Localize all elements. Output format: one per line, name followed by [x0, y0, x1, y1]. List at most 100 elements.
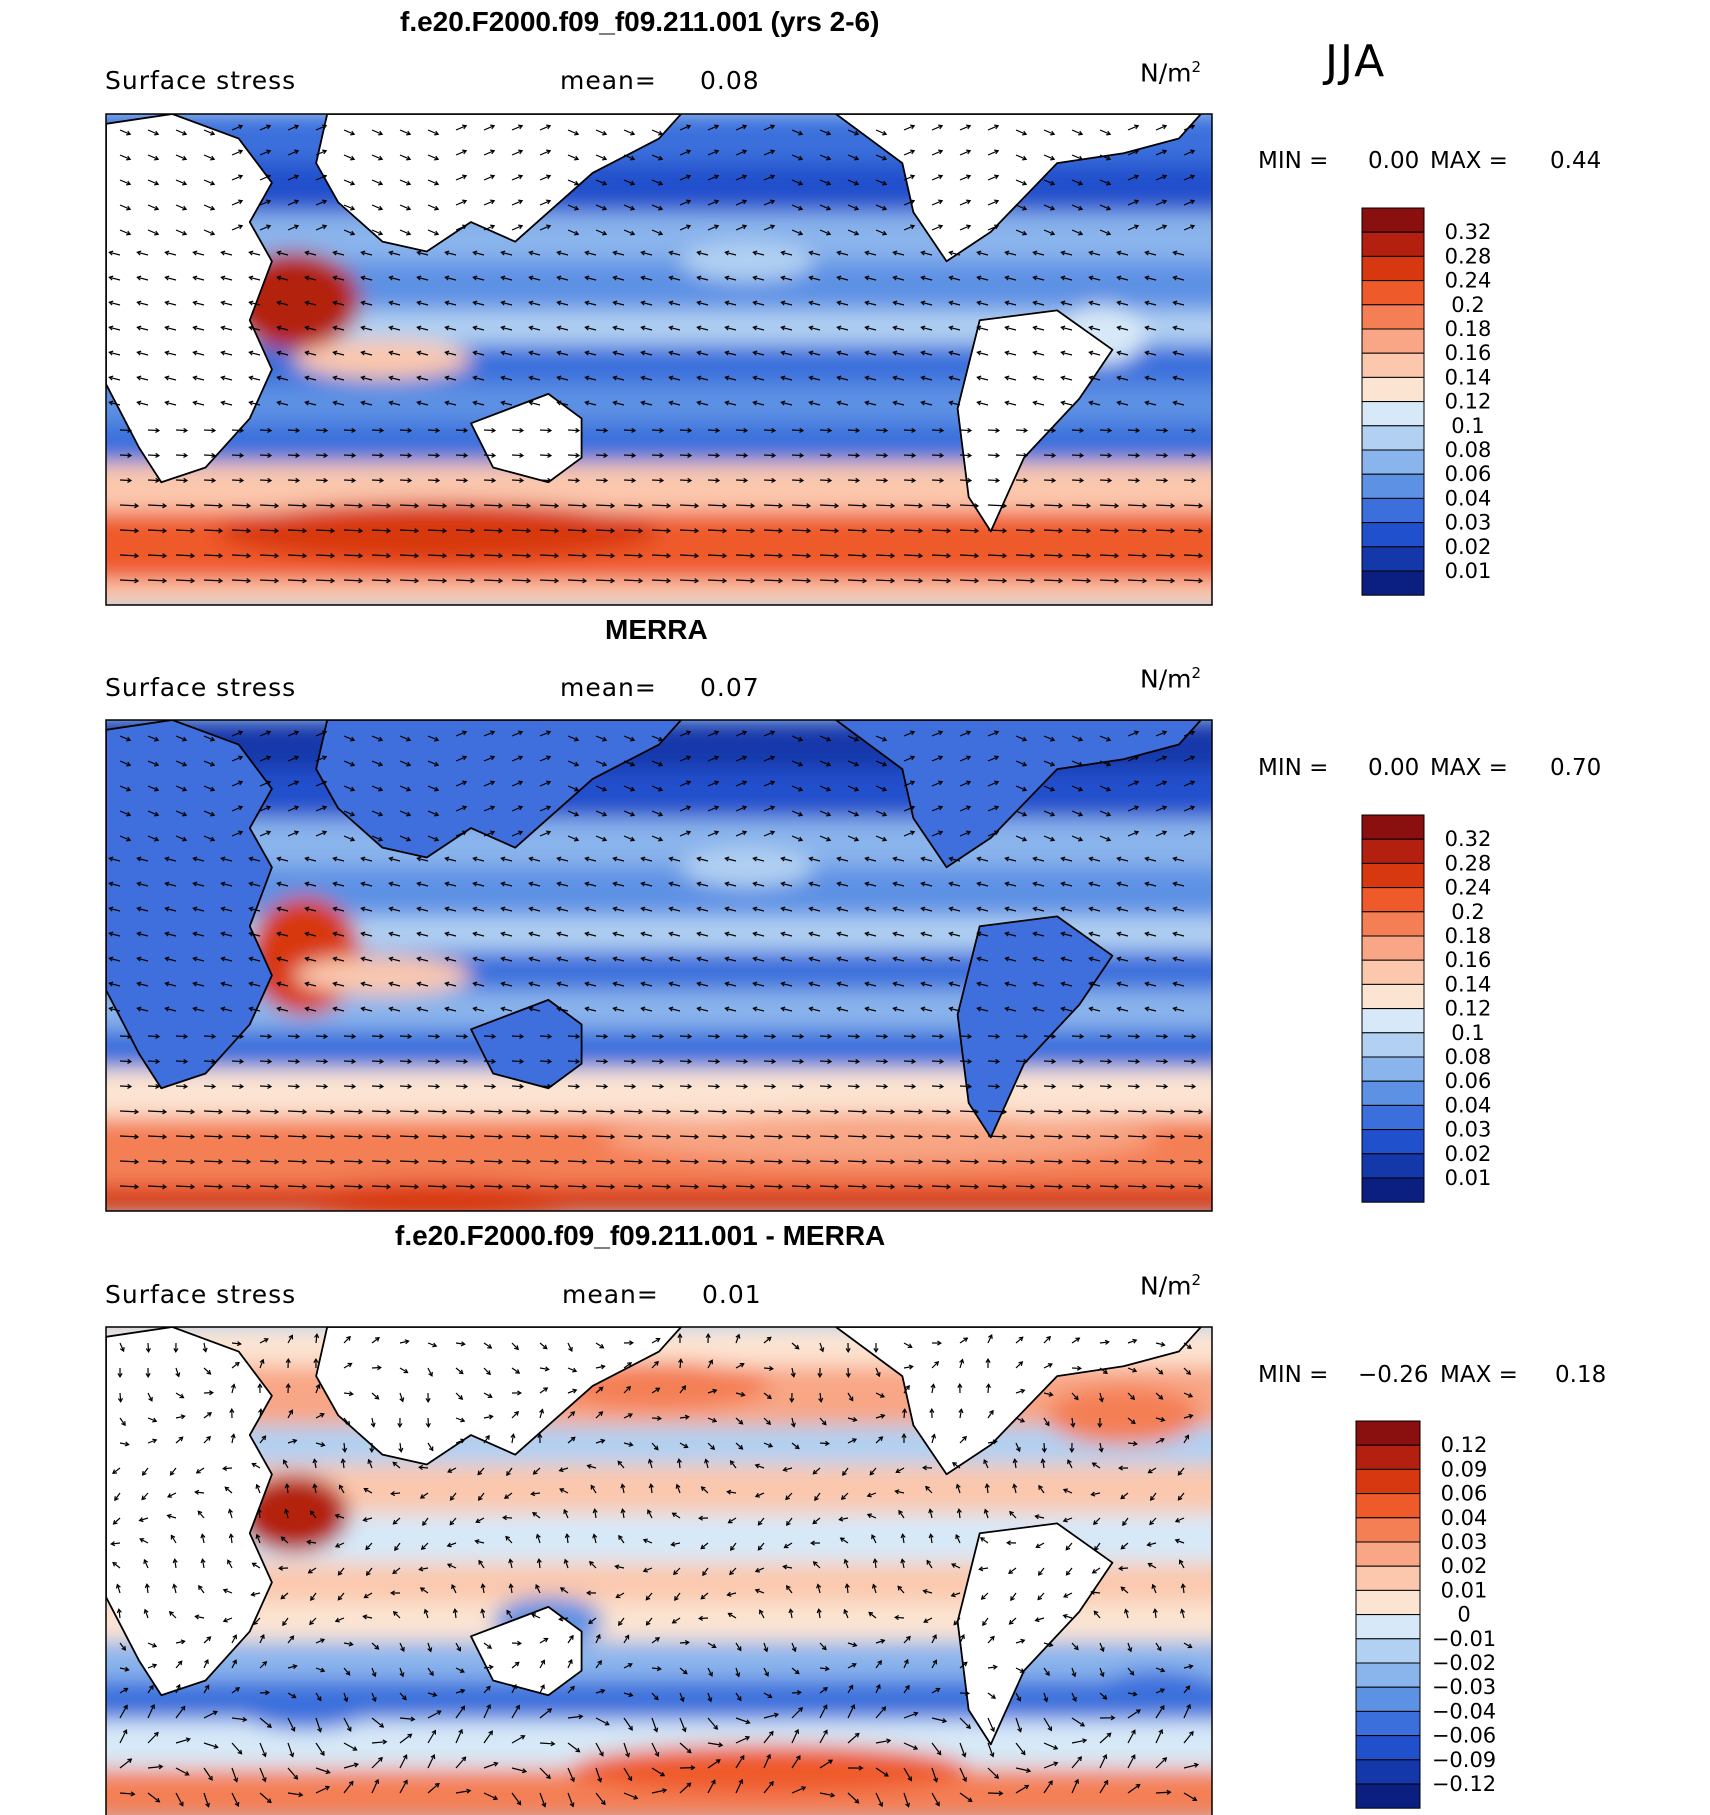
panel-3-vectors	[110, 1333, 1200, 1808]
panel-2-colorbar-tick-6: 0.16	[1445, 948, 1492, 972]
panel-2-colorbar-tick-10: 0.08	[1445, 1045, 1492, 1069]
panel-3-mean-label: mean=	[562, 1280, 659, 1309]
panel-3-field-feature-5	[570, 1744, 969, 1794]
panel-1-field-feature-3	[681, 241, 814, 281]
panel-2-colorbar-swatch-3	[1361, 862, 1425, 889]
panel-3-colorbar-swatch-10	[1355, 1638, 1421, 1664]
panel-1-colorbar-tick-7: 0.14	[1445, 365, 1492, 389]
panel-2-colorbar-swatch-9	[1361, 1008, 1425, 1034]
panel-3-field-label: Surface stress	[105, 1280, 297, 1309]
panel-2-colorbar-tick-2: 0.28	[1445, 851, 1492, 875]
panel-1-coastline-4	[835, 114, 1202, 263]
panel-3-colorbar-tick-2: 0.09	[1441, 1457, 1488, 1481]
panel-1-colorbar-tick-9: 0.1	[1451, 414, 1484, 438]
panel-3-colorbar-swatch-12	[1355, 1686, 1421, 1712]
panel-1-colorbar-swatch-13	[1361, 497, 1425, 524]
panel-3-title: f.e20.F2000.f09_f09.211.001 - MERRA	[395, 1220, 886, 1251]
panel-3-coastline-1	[106, 1327, 273, 1697]
panel-1-colorbar-tick-4: 0.2	[1451, 293, 1484, 317]
panel-2-colorbar: 0.320.280.240.20.180.160.140.120.10.080.…	[1361, 814, 1492, 1203]
panel-3-colorbar-tick-5: 0.03	[1441, 1530, 1488, 1554]
panel-1-colorbar-swatch-15	[1361, 546, 1425, 572]
panel-1-field-feature-5	[216, 501, 660, 561]
panel-2-colorbar-tick-4: 0.2	[1451, 900, 1484, 924]
panel-1-mean-label: mean=	[560, 66, 657, 95]
panel-2-colorbar-swatch-11	[1361, 1056, 1425, 1082]
panel-2-colorbar-tick-13: 0.03	[1445, 1118, 1492, 1142]
panel-3-field-feature-3	[1046, 1385, 1201, 1445]
panel-1-colorbar-tick-3: 0.24	[1445, 269, 1492, 293]
panel-3-colorbar-tick-4: 0.04	[1441, 1506, 1488, 1530]
panel-1-title: f.e20.F2000.f09_f09.211.001 (yrs 2-6)	[400, 6, 880, 37]
panel-1-coastline-1	[106, 114, 273, 484]
panel-2-colorbar-tick-11: 0.06	[1445, 1069, 1492, 1093]
panel-3-colorbar-swatch-1	[1355, 1420, 1421, 1446]
panel-2-coastline-1	[106, 720, 273, 1090]
panel-1-colorbar-swatch-14	[1361, 522, 1425, 548]
panel-1-colorbar-tick-2: 0.28	[1445, 244, 1492, 268]
panel-1-field-band-8	[106, 423, 1212, 465]
panel-1-colorbar-swatch-11	[1361, 449, 1425, 475]
panel-3-coastline-4	[835, 1327, 1202, 1476]
panel-3-colorbar-tick-15: −0.12	[1432, 1772, 1496, 1796]
panel-1-colorbar: 0.320.280.240.20.180.160.140.120.10.080.…	[1361, 207, 1492, 596]
panel-2-coastline-4	[835, 720, 1202, 869]
panel-3-colorbar-swatch-9	[1355, 1614, 1421, 1640]
panel-3-units: N/m2	[1140, 1271, 1202, 1301]
panel-3-colorbar-tick-9: −0.01	[1432, 1627, 1496, 1651]
panel-3-colorbar-tick-8: 0	[1457, 1603, 1470, 1627]
panel-2-field-feature-4	[603, 1112, 1157, 1162]
panel-2-colorbar-swatch-14	[1361, 1129, 1425, 1155]
panel-3-colorbar-tick-6: 0.02	[1441, 1554, 1488, 1578]
panel-2-map-frame	[105, 719, 1213, 1212]
panel-3-colorbar-tick-14: −0.09	[1432, 1748, 1496, 1772]
panel-3-colorbar-swatch-2	[1355, 1444, 1421, 1470]
panel-1-colorbar-swatch-2	[1361, 231, 1425, 257]
panel-3-colorbar-swatch-4	[1355, 1493, 1421, 1519]
panel-1-units: N/m2	[1140, 58, 1202, 88]
panel-3-colorbar-swatch-15	[1355, 1759, 1421, 1785]
panel-3-map-frame	[105, 1326, 1213, 1815]
panel-3-colorbar-swatch-3	[1355, 1468, 1421, 1495]
panel-2-colorbar-swatch-8	[1361, 983, 1425, 1010]
panel-3-colorbar-swatch-16	[1355, 1783, 1421, 1809]
panel-3-colorbar-tick-12: −0.04	[1432, 1699, 1496, 1723]
panel-3-field-feature-6	[238, 1690, 372, 1730]
panel-1-colorbar-tick-15: 0.01	[1445, 559, 1492, 583]
panel-3-colorbar-tick-3: 0.06	[1441, 1482, 1488, 1506]
panel-2-colorbar-tick-5: 0.18	[1445, 924, 1492, 948]
panel-2-field-feature-1	[249, 896, 361, 1015]
panel-2-colorbar-tick-3: 0.24	[1445, 876, 1492, 900]
panel-2-mean-value: 0.07	[700, 673, 760, 702]
panel-1-vectors	[108, 124, 1204, 584]
panel-2-colorbar-swatch-4	[1361, 887, 1425, 913]
panel-2-colorbar-swatch-1	[1361, 814, 1425, 840]
panel-2-colorbar-swatch-2	[1361, 838, 1425, 864]
panel-3-colorbar-swatch-14	[1355, 1735, 1421, 1761]
panel-1-colorbar-tick-13: 0.03	[1445, 511, 1492, 535]
panel-3-colorbar-tick-1: 0.12	[1441, 1433, 1488, 1457]
panel-2-colorbar-swatch-7	[1361, 959, 1425, 985]
panel-2-field-feature-2	[294, 955, 471, 995]
panel-1-max-label: MAX =	[1430, 148, 1508, 174]
panel-1-colorbar-swatch-6	[1361, 328, 1425, 354]
panel-2-colorbar-swatch-16	[1361, 1177, 1425, 1203]
panel-2-map	[106, 720, 1212, 1211]
panel-3-coastline-3	[470, 1605, 583, 1697]
panel-2-max-label: MAX =	[1430, 755, 1508, 781]
panel-1-min-value: 0.00	[1368, 148, 1420, 174]
panel-1-colorbar-swatch-7	[1361, 352, 1425, 378]
panel-3-field-band-3	[106, 1425, 1212, 1467]
panel-3-mean-value: 0.01	[702, 1280, 762, 1309]
panel-3-coastline-5	[956, 1522, 1114, 1746]
panel-3-colorbar-tick-10: −0.02	[1432, 1651, 1496, 1675]
panel-2-colorbar-tick-15: 0.01	[1445, 1166, 1492, 1190]
panel-2-colorbar-swatch-15	[1361, 1153, 1425, 1179]
panel-1-colorbar-swatch-10	[1361, 425, 1425, 451]
panel-3-colorbar-swatch-13	[1355, 1710, 1421, 1737]
panel-1-colorbar-swatch-4	[1361, 280, 1425, 306]
panel-3-colorbar-swatch-11	[1355, 1662, 1421, 1688]
panel-3-colorbar-tick-11: −0.03	[1432, 1675, 1496, 1699]
panel-3-map	[106, 1327, 1212, 1815]
